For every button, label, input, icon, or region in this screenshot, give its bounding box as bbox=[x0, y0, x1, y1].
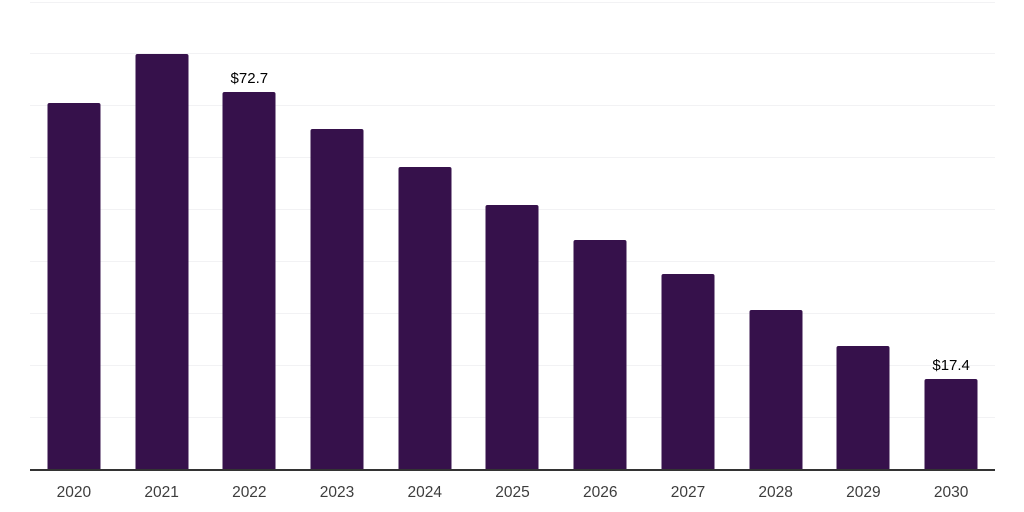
gridline bbox=[30, 1, 995, 3]
bar-slot bbox=[30, 2, 118, 470]
bar-2030[interactable] bbox=[924, 379, 978, 470]
bar-slot bbox=[293, 2, 381, 470]
bar-slot bbox=[118, 2, 206, 470]
x-axis-label-2022: 2022 bbox=[232, 484, 267, 501]
bar-2024[interactable] bbox=[398, 167, 452, 470]
bar-slot bbox=[644, 2, 732, 470]
bar-2021[interactable] bbox=[135, 53, 189, 470]
gridline bbox=[30, 157, 995, 159]
x-axis-line bbox=[30, 468, 995, 471]
bar-value-label: $17.4 bbox=[932, 357, 970, 375]
bar-2027[interactable] bbox=[661, 274, 715, 470]
bar-2025[interactable] bbox=[485, 204, 539, 470]
x-axis-label-2023: 2023 bbox=[319, 484, 355, 501]
x-axis-label-2024: 2024 bbox=[407, 484, 443, 501]
x-axis-label-2020: 2020 bbox=[56, 484, 92, 501]
x-axis: 2020 2021 2022 2023 2024 2025 2026 2027 2028 2029… bbox=[30, 485, 995, 505]
x-axis-label-2021: 2021 bbox=[144, 484, 179, 501]
bar-2028[interactable] bbox=[749, 309, 803, 470]
bar-2020[interactable] bbox=[47, 103, 101, 470]
x-axis-label-2027: 2027 bbox=[670, 484, 706, 501]
bar-2029[interactable] bbox=[836, 345, 890, 470]
bar-slot: $72.7 bbox=[205, 2, 293, 470]
bar-2022[interactable] bbox=[222, 91, 276, 470]
x-axis-label-2025: 2025 bbox=[495, 484, 530, 501]
bar-2023[interactable] bbox=[310, 128, 364, 470]
gridline bbox=[30, 105, 995, 107]
bar-2026[interactable] bbox=[573, 239, 627, 470]
bar-slot: $17.4 bbox=[907, 2, 995, 470]
x-axis-label-2029: 2029 bbox=[846, 484, 881, 501]
x-axis-label-2030: 2030 bbox=[933, 484, 969, 501]
bar-slot bbox=[469, 2, 557, 470]
x-axis-label-2028: 2028 bbox=[758, 484, 793, 501]
x-axis-label-2026: 2026 bbox=[582, 484, 618, 501]
bar-slot bbox=[556, 2, 644, 470]
bar-slot bbox=[732, 2, 820, 470]
bar-slot bbox=[381, 2, 469, 470]
gridline bbox=[30, 53, 995, 55]
plot-area: $72.7 $17.4 bbox=[30, 1, 995, 470]
bar-value-label: $72.7 bbox=[230, 69, 269, 87]
bar-slot bbox=[820, 2, 908, 470]
